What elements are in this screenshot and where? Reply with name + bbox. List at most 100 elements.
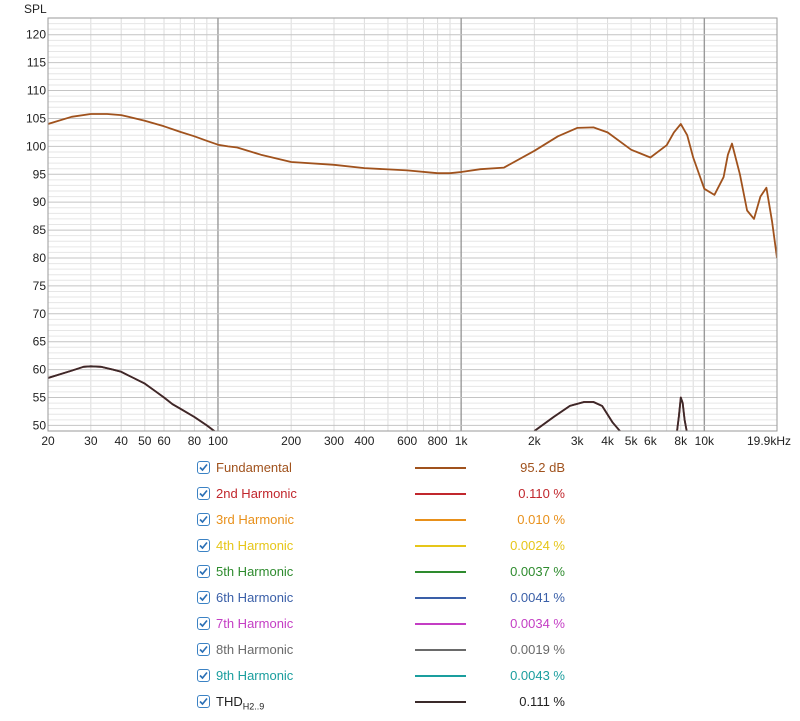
- legend-item-fundamental: Fundamental 95.2 dB: [195, 458, 595, 484]
- 3rd-harmonic-checkbox[interactable]: [197, 513, 210, 526]
- y-tick-label: 100: [26, 139, 46, 153]
- legend-line-swatch: [415, 649, 466, 651]
- x-tick-label: 10k: [695, 434, 715, 448]
- x-tick-label: 3k: [571, 434, 585, 448]
- y-tick-label: 115: [27, 56, 46, 70]
- 7th-harmonic-checkbox[interactable]: [197, 617, 210, 630]
- legend-item-thd: THDH2..9 0.111 %: [195, 692, 595, 718]
- legend-line-swatch: [415, 623, 466, 625]
- legend-line-swatch: [415, 545, 466, 547]
- y-tick-label: 105: [26, 111, 46, 125]
- legend-label-main: THD: [216, 694, 243, 709]
- 4th-harmonic-checkbox[interactable]: [197, 539, 210, 552]
- series-layer: [48, 113, 777, 431]
- x-tick-label: 4k: [601, 434, 615, 448]
- legend-item-9th-harmonic: 9th Harmonic 0.0043 %: [195, 666, 595, 692]
- 6th-harmonic-checkbox[interactable]: [197, 591, 210, 604]
- x-tick-label: 8k: [674, 434, 688, 448]
- x-tick-label: 100: [208, 434, 228, 448]
- thd-series-line: [48, 365, 216, 431]
- x-tick-label: 20: [41, 434, 55, 448]
- legend-label-subscript: H2..9: [242, 701, 265, 712]
- minor-gridlines: [47, 17, 777, 432]
- x-tick-label: 1k: [455, 434, 469, 448]
- legend-label: 7th Harmonic: [216, 616, 294, 631]
- legend-label: 6th Harmonic: [216, 590, 294, 605]
- y-tick-label: 75: [33, 279, 47, 293]
- x-tick-label: 6k: [644, 434, 658, 448]
- x-tick-label: 800: [428, 434, 448, 448]
- legend-line-swatch: [415, 571, 466, 573]
- legend-value: 0.0024 %: [510, 538, 565, 553]
- x-tick-label: 80: [188, 434, 202, 448]
- legend-value: 0.0041 %: [510, 590, 565, 605]
- legend-item-6th-harmonic: 6th Harmonic 0.0041 %: [195, 588, 595, 614]
- x-tick-label: 19.9kHz: [747, 434, 791, 448]
- frequency-response-chart: 120 115 110 105 100 95 90 85 80 75 70 65 60 55 50 20 30…: [24, 2, 791, 448]
- legend-value: 0.010 %: [517, 512, 565, 527]
- legend-item-3rd-harmonic: 3rd Harmonic 0.010 %: [195, 510, 595, 536]
- legend-item-4th-harmonic: 4th Harmonic 0.0024 %: [195, 536, 595, 562]
- x-tick-label: 60: [157, 434, 171, 448]
- legend-label: Fundamental: [216, 460, 292, 475]
- y-tick-label: 55: [33, 391, 47, 405]
- legend-line-swatch: [415, 597, 466, 599]
- x-tick-label: 40: [115, 434, 129, 448]
- x-tick-label: 2k: [528, 434, 542, 448]
- x-tick-label: 400: [354, 434, 374, 448]
- legend-item-7th-harmonic: 7th Harmonic 0.0034 %: [195, 614, 595, 640]
- legend-label: 9th Harmonic: [216, 668, 294, 683]
- thd-series-line: [676, 396, 688, 431]
- fundamental-checkbox[interactable]: [197, 461, 210, 474]
- legend-label: 8th Harmonic: [216, 642, 294, 657]
- x-tick-label: 600: [397, 434, 417, 448]
- y-tick-label: 90: [33, 195, 47, 209]
- legend-label: 5th Harmonic: [216, 564, 294, 579]
- legend-value: 0.0019 %: [510, 642, 565, 657]
- y-tick-label: 85: [33, 223, 47, 237]
- y-axis-label: SPL: [24, 2, 47, 16]
- y-tick-label: 110: [27, 84, 46, 98]
- x-tick-label: 5k: [625, 434, 639, 448]
- y-tick-label: 70: [33, 307, 47, 321]
- y-tick-label: 120: [26, 28, 46, 42]
- legend-item-5th-harmonic: 5th Harmonic 0.0037 %: [195, 562, 595, 588]
- legend-item-8th-harmonic: 8th Harmonic 0.0019 %: [195, 640, 595, 666]
- major-gridlines: [48, 18, 777, 431]
- 2nd-harmonic-checkbox[interactable]: [197, 487, 210, 500]
- 5th-harmonic-checkbox[interactable]: [197, 565, 210, 578]
- legend-line-swatch: [415, 701, 466, 703]
- legend-value: 0.111 %: [519, 694, 565, 709]
- y-tick-label: 65: [33, 335, 47, 349]
- x-tick-label: 30: [84, 434, 98, 448]
- legend-label: 2nd Harmonic: [216, 486, 297, 501]
- x-tick-labels: 20 30 40 50 60 80 100 200 300 400 600 800 1k 2k 3k 4k 5k…: [41, 434, 791, 448]
- legend-line-swatch: [415, 467, 466, 469]
- legend-line-swatch: [415, 519, 466, 521]
- legend-label: 4th Harmonic: [216, 538, 294, 553]
- 8th-harmonic-checkbox[interactable]: [197, 643, 210, 656]
- x-tick-label: 50: [138, 434, 152, 448]
- legend-value: 0.0043 %: [510, 668, 565, 683]
- y-tick-label: 80: [33, 251, 47, 265]
- x-tick-label: 200: [281, 434, 301, 448]
- thd-series-line: [533, 401, 622, 431]
- legend-line-swatch: [415, 675, 466, 677]
- legend-value: 0.0034 %: [510, 616, 565, 631]
- legend-item-2nd-harmonic: 2nd Harmonic 0.110 %: [195, 484, 595, 510]
- plot-frame: [47, 17, 778, 432]
- fundamental-series-line: [48, 113, 777, 259]
- legend-label: 3rd Harmonic: [216, 512, 295, 527]
- legend-line-swatch: [415, 493, 466, 495]
- x-tick-label: 300: [324, 434, 344, 448]
- y-tick-label: 60: [33, 363, 47, 377]
- y-tick-label: 50: [33, 418, 47, 432]
- legend-value: 0.0037 %: [510, 564, 565, 579]
- 9th-harmonic-checkbox[interactable]: [197, 669, 210, 682]
- legend-value: 0.110 %: [518, 486, 565, 501]
- legend-value: 95.2 dB: [520, 460, 565, 475]
- legend-label: THDH2..9: [216, 694, 264, 712]
- legend: Fundamental 95.2 dB 2nd Harmonic 0.110 %…: [195, 458, 595, 718]
- y-tick-labels: 120 115 110 105 100 95 90 85 80 75 70 65 60 55 50: [26, 28, 46, 433]
- thd-checkbox[interactable]: [197, 695, 210, 708]
